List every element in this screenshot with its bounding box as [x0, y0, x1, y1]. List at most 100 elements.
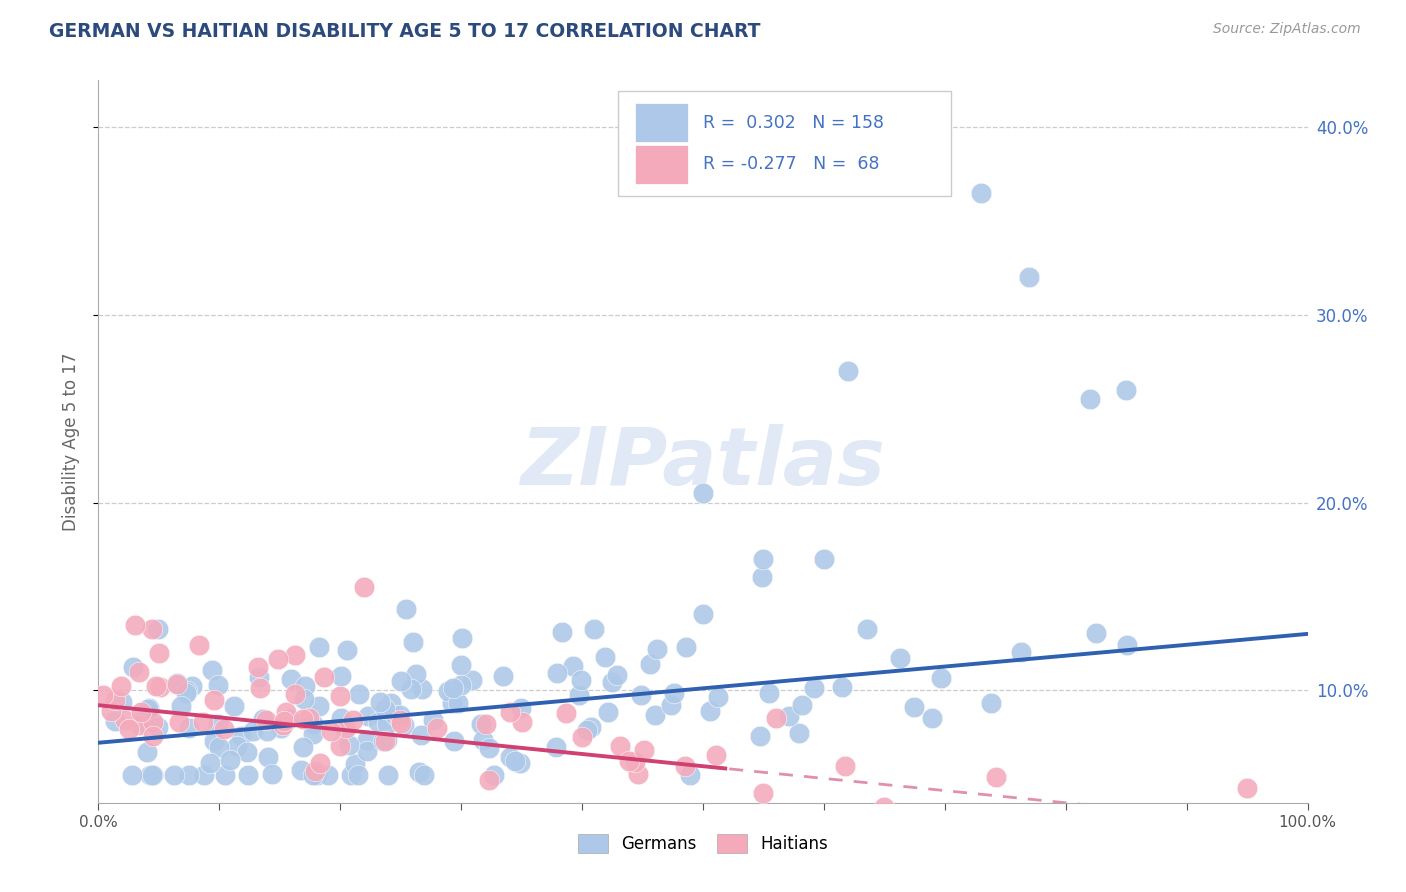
Point	[136, 702, 159, 716]
Point	[408, 765, 430, 780]
Point	[813, 551, 835, 566]
Point	[308, 756, 330, 771]
Point	[472, 733, 495, 747]
Point	[166, 677, 188, 691]
Text: R = -0.277   N =  68: R = -0.277 N = 68	[703, 155, 880, 173]
Point	[280, 672, 302, 686]
Point	[138, 701, 160, 715]
Point	[568, 688, 591, 702]
Point	[503, 754, 526, 768]
Point	[146, 622, 169, 636]
Point	[129, 705, 152, 719]
Point	[273, 714, 295, 729]
Point	[699, 704, 721, 718]
Point	[980, 696, 1002, 710]
Point	[509, 756, 531, 770]
Point	[478, 772, 501, 787]
Point	[546, 740, 568, 755]
Point	[778, 709, 800, 723]
Point	[374, 733, 396, 747]
Point	[290, 764, 312, 778]
Point	[337, 739, 360, 753]
Point	[644, 708, 666, 723]
Point	[402, 635, 425, 649]
Point	[257, 750, 280, 764]
Point	[426, 721, 449, 735]
Point	[834, 759, 856, 773]
Point	[277, 712, 299, 726]
Point	[340, 767, 363, 781]
Point	[260, 766, 283, 780]
Point	[169, 699, 191, 714]
FancyBboxPatch shape	[636, 103, 689, 143]
Point	[336, 643, 359, 657]
Point	[252, 712, 274, 726]
Point	[395, 602, 418, 616]
Point	[375, 717, 398, 731]
Point	[236, 767, 259, 781]
Text: R =  0.302   N = 158: R = 0.302 N = 158	[703, 114, 884, 132]
Point	[692, 607, 714, 621]
Point	[284, 648, 307, 662]
Point	[356, 733, 378, 747]
Point	[598, 705, 620, 719]
Point	[201, 664, 224, 678]
Point	[478, 740, 501, 755]
Point	[141, 767, 163, 781]
Point	[294, 679, 316, 693]
Point	[673, 759, 696, 773]
Point	[110, 679, 132, 693]
Y-axis label: Disability Age 5 to 17: Disability Age 5 to 17	[62, 352, 80, 531]
Point	[510, 700, 533, 714]
Point	[1236, 780, 1258, 795]
Point	[640, 657, 662, 672]
Point	[929, 671, 952, 685]
Point	[308, 640, 330, 654]
Point	[367, 714, 389, 729]
Point	[177, 722, 200, 736]
Point	[145, 679, 167, 693]
Point	[499, 750, 522, 764]
Point	[128, 718, 150, 732]
Point	[1010, 645, 1032, 659]
Point	[645, 642, 668, 657]
Point	[831, 680, 853, 694]
Point	[837, 364, 859, 378]
Point	[249, 681, 271, 695]
Point	[389, 713, 412, 727]
Point	[118, 723, 141, 737]
Point	[304, 764, 326, 778]
Point	[222, 698, 245, 713]
Point	[600, 675, 623, 690]
Point	[659, 698, 682, 713]
Point	[254, 713, 277, 727]
Point	[388, 707, 411, 722]
Point	[758, 686, 780, 700]
Point	[662, 685, 685, 699]
Point	[176, 684, 198, 698]
Point	[450, 678, 472, 692]
Point	[179, 767, 201, 781]
Point	[889, 651, 911, 665]
Point	[706, 690, 728, 705]
Point	[302, 717, 325, 731]
Point	[903, 700, 925, 714]
Point	[394, 718, 416, 732]
Point	[384, 708, 406, 723]
Point	[759, 819, 782, 833]
Point	[333, 723, 356, 738]
Point	[343, 757, 366, 772]
Point	[450, 631, 472, 645]
Point	[441, 696, 464, 710]
Point	[104, 714, 127, 728]
Point	[305, 767, 328, 781]
Point	[202, 693, 225, 707]
Point	[356, 744, 378, 758]
Point	[389, 674, 412, 689]
Point	[583, 623, 606, 637]
Point	[441, 685, 464, 699]
Point	[745, 808, 768, 822]
Point	[679, 767, 702, 781]
Point	[342, 713, 364, 727]
Point	[595, 649, 617, 664]
